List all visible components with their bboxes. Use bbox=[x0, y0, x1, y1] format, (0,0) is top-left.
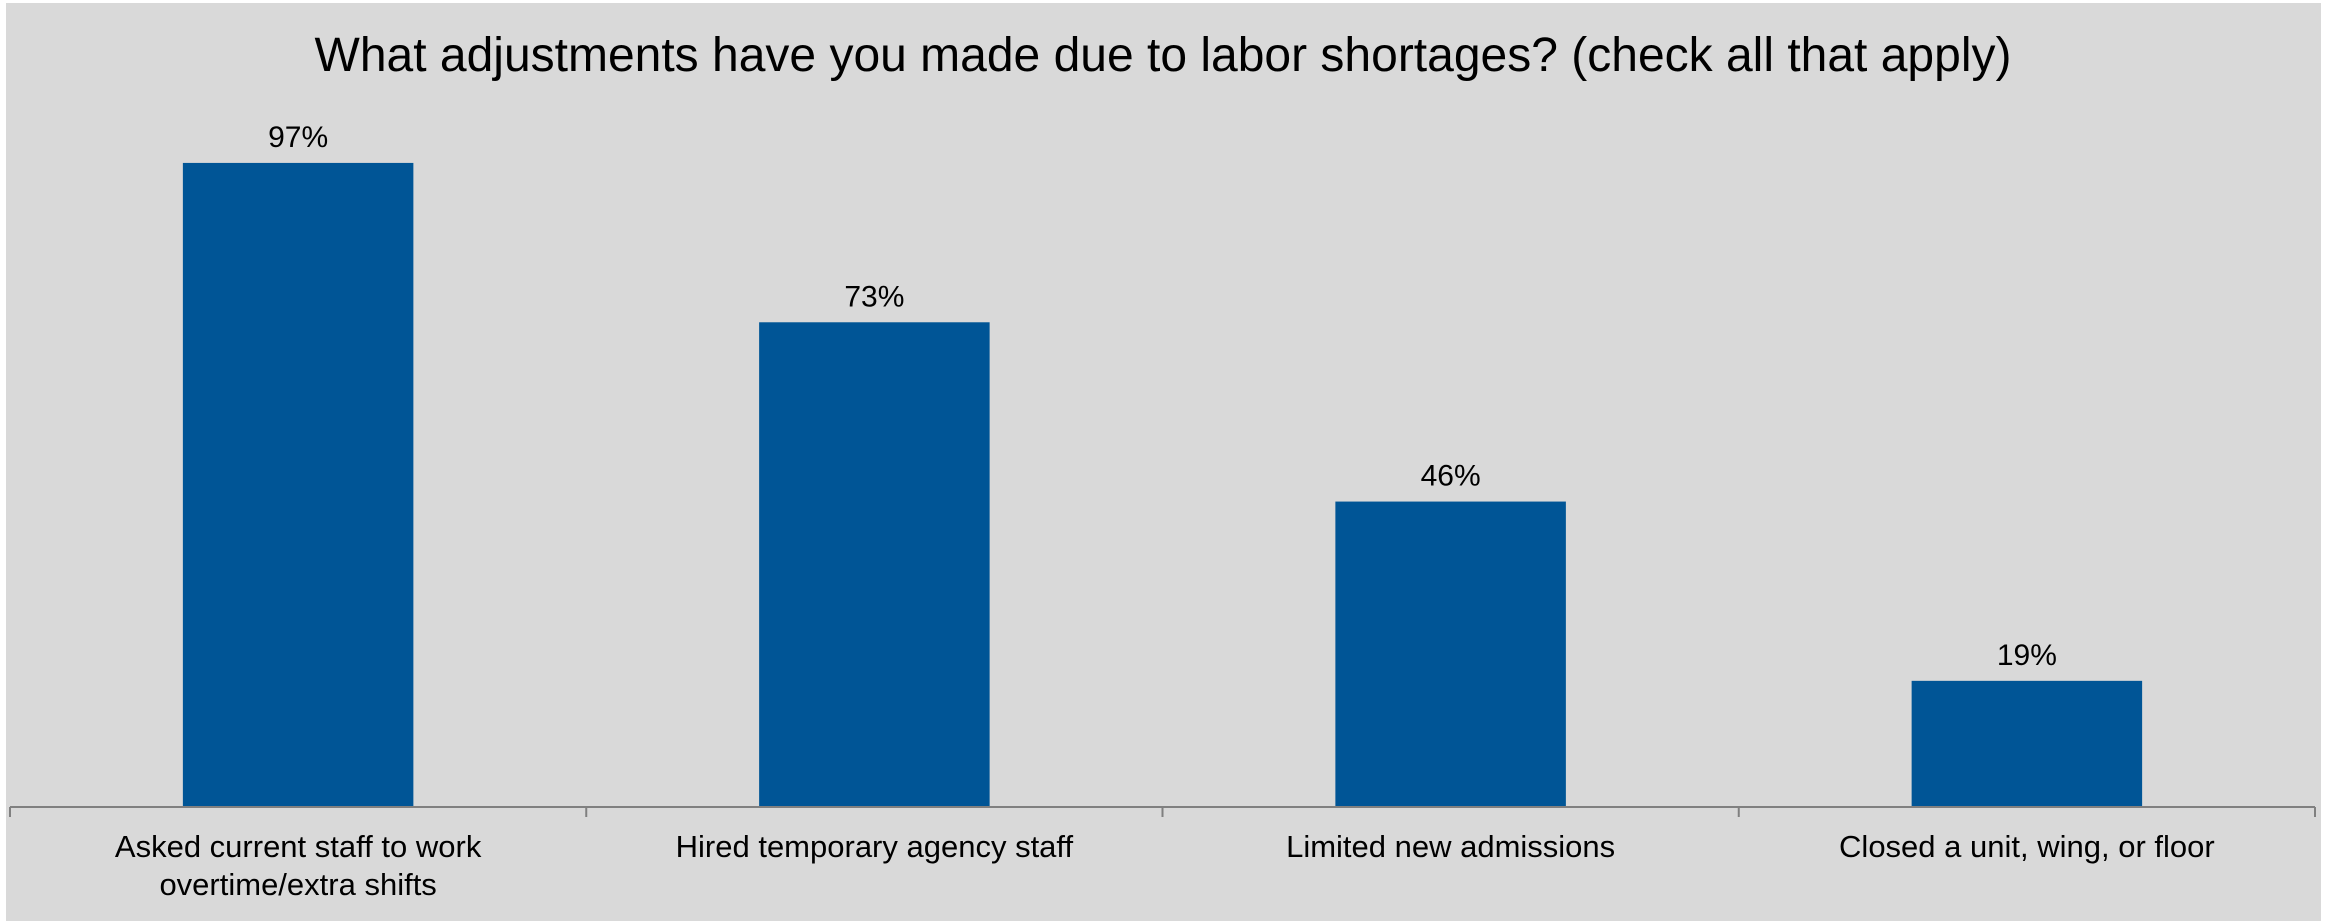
x-axis bbox=[9, 806, 2316, 817]
category-label: Closed a unit, wing, or floor bbox=[1839, 829, 2215, 864]
bar bbox=[759, 322, 990, 807]
chart-frame: What adjustments have you made due to la… bbox=[6, 3, 2321, 921]
bar bbox=[1911, 680, 2143, 807]
data-labels: 97% 73% 46% 19% bbox=[268, 121, 2057, 672]
bar bbox=[1335, 501, 1566, 807]
chart-title: What adjustments have you made due to la… bbox=[315, 29, 2012, 82]
data-label: 97% bbox=[268, 121, 328, 154]
data-label: 73% bbox=[844, 280, 904, 313]
bar-chart: What adjustments have you made due to la… bbox=[9, 29, 2316, 902]
data-label: 19% bbox=[1997, 639, 2057, 672]
category-label: Asked current staff to work bbox=[115, 829, 482, 864]
bars-group bbox=[182, 162, 2143, 808]
category-label: overtime/extra shifts bbox=[159, 867, 436, 902]
bar bbox=[182, 162, 414, 808]
data-label: 46% bbox=[1421, 460, 1481, 493]
category-label: Limited new admissions bbox=[1286, 829, 1615, 864]
category-labels: Asked current staff to workovertime/extr… bbox=[115, 829, 2215, 902]
category-label: Hired temporary agency staff bbox=[676, 829, 1074, 864]
